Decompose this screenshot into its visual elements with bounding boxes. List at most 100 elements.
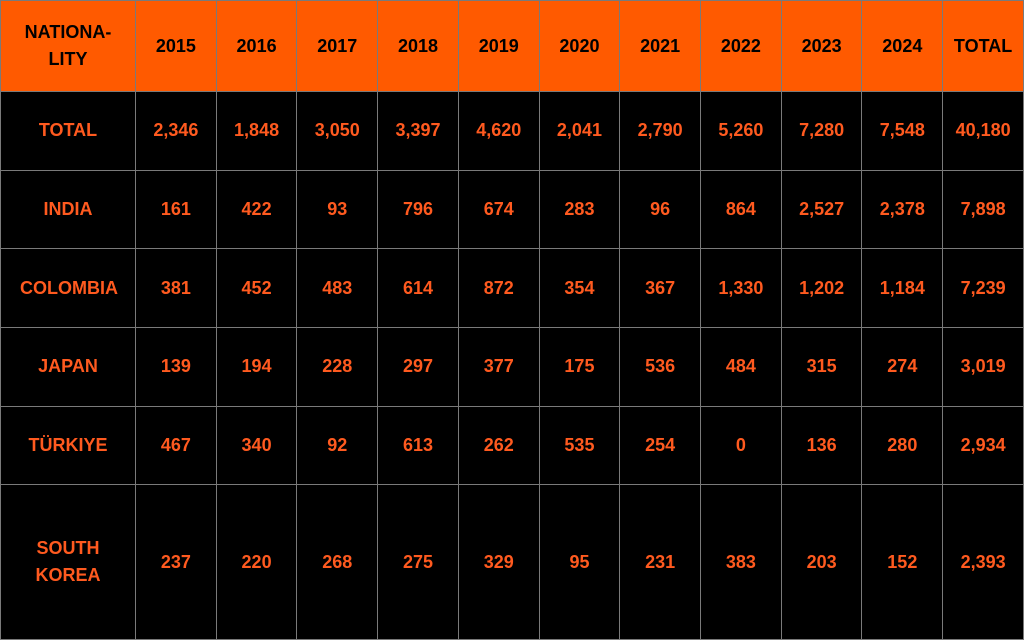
header-cell: 2018 <box>377 0 459 92</box>
cell-value: 3,397 <box>395 120 441 141</box>
value-cell: 484 <box>700 327 782 407</box>
value-cell: 7,239 <box>942 248 1024 329</box>
header-cell: 2022 <box>700 0 782 92</box>
value-cell: 422 <box>215 169 298 250</box>
cell-value: 275 <box>402 551 434 572</box>
value-cell: 237 <box>135 484 217 640</box>
value-cell: 0 <box>700 405 782 486</box>
cell-value: 536 <box>645 356 676 377</box>
cell-value: 274 <box>887 356 918 377</box>
cell-value: 2,527 <box>799 199 845 219</box>
table-row: SOUTH KOREA 237 220 268 275 329 95 231 383 203 152… <box>0 484 1024 640</box>
cell-value: 7,239 <box>960 277 1006 298</box>
value-cell: 2,378 <box>861 169 944 250</box>
header-text: 2019 <box>478 35 519 56</box>
value-cell: 315 <box>780 327 863 407</box>
cell-value: 92 <box>327 435 348 456</box>
row-label: JAPAN <box>38 356 98 377</box>
cell-value: 329 <box>483 551 514 572</box>
cell-value: 283 <box>564 199 595 219</box>
value-cell: 92 <box>296 405 379 486</box>
cell-value: 7,280 <box>799 120 845 141</box>
value-cell: 93 <box>296 169 379 250</box>
cell-value: 262 <box>483 435 514 456</box>
cell-value: 152 <box>887 551 918 572</box>
cell-value: 381 <box>160 277 191 298</box>
cell-value: 484 <box>725 356 756 377</box>
value-cell: 1,330 <box>700 248 782 329</box>
value-cell: 340 <box>215 405 298 486</box>
value-cell: 4,620 <box>457 91 540 171</box>
row-label: SOUTH KOREA <box>35 538 101 586</box>
table-row: COLOMBIA 381 452 483 614 872 354 367 1,330 1,202 1… <box>0 248 1024 329</box>
value-cell: 7,280 <box>780 91 863 171</box>
value-cell: 280 <box>861 405 944 486</box>
header-text: TOTAL <box>953 35 1013 56</box>
value-cell: 5,260 <box>700 91 782 171</box>
cell-value: 194 <box>241 356 272 377</box>
value-cell: 136 <box>780 405 863 486</box>
value-cell: 231 <box>619 484 702 640</box>
value-cell: 381 <box>135 248 217 329</box>
cell-value: 139 <box>160 356 191 377</box>
value-cell: 674 <box>457 169 540 250</box>
cell-value: 237 <box>160 551 191 572</box>
cell-value: 93 <box>327 199 348 219</box>
row-label: TOTAL <box>38 120 98 141</box>
table-row: INDIA 161 422 93 796 674 283 96 864 2,527 2,378 7,8… <box>0 169 1024 250</box>
cell-value: 254 <box>645 435 676 456</box>
cell-value: 872 <box>483 277 514 298</box>
value-cell: 3,050 <box>296 91 379 171</box>
cell-value: 2,346 <box>153 120 199 141</box>
value-cell: 796 <box>377 169 459 250</box>
row-label-cell: TÜRKIYE <box>0 405 136 486</box>
table-row: TÜRKIYE 467 340 92 613 262 535 254 0 136 280 2,934 <box>0 405 1024 486</box>
cell-value: 7,548 <box>879 120 925 141</box>
header-cell: 2019 <box>457 0 540 92</box>
value-cell: 203 <box>780 484 863 640</box>
value-cell: 194 <box>215 327 298 407</box>
cell-value: 613 <box>402 435 434 456</box>
value-cell: 1,202 <box>780 248 863 329</box>
header-text: 2020 <box>559 35 600 56</box>
cell-value: 3,019 <box>960 356 1006 377</box>
cell-value: 3,050 <box>314 120 360 141</box>
cell-value: 377 <box>483 356 514 377</box>
value-cell: 872 <box>457 248 540 329</box>
cell-value: 2,934 <box>960 435 1006 456</box>
row-label: INDIA <box>43 199 93 219</box>
header-cell: 2020 <box>538 0 621 92</box>
value-cell: 220 <box>215 484 298 640</box>
row-label-cell: TOTAL <box>0 91 136 171</box>
value-cell: 96 <box>619 169 702 250</box>
value-cell: 228 <box>296 327 379 407</box>
cell-value: 864 <box>725 199 756 219</box>
value-cell: 377 <box>457 327 540 407</box>
value-cell: 2,346 <box>135 91 217 171</box>
cell-value: 452 <box>241 277 272 298</box>
value-cell: 483 <box>296 248 379 329</box>
value-cell: 367 <box>619 248 702 329</box>
value-cell: 268 <box>296 484 379 640</box>
cell-value: 203 <box>806 551 837 572</box>
row-label: COLOMBIA <box>20 277 118 298</box>
cell-value: 220 <box>241 551 272 572</box>
cell-value: 268 <box>322 551 353 572</box>
header-cell: 2021 <box>619 0 702 92</box>
value-cell: 254 <box>619 405 702 486</box>
cell-value: 175 <box>564 356 595 377</box>
header-cell: 2024 <box>861 0 944 92</box>
value-cell: 161 <box>135 169 217 250</box>
header-row: NATIONA-LITY 2015 2016 2017 2018 2019 2020 2021… <box>0 0 1024 92</box>
cell-value: 315 <box>806 356 837 377</box>
cell-value: 0 <box>735 435 746 456</box>
value-cell: 864 <box>700 169 782 250</box>
cell-value: 367 <box>645 277 676 298</box>
cell-value: 1,330 <box>718 277 764 298</box>
header-text: NATIONA-LITY <box>24 22 112 69</box>
value-cell: 95 <box>538 484 621 640</box>
header-cell: NATIONA-LITY <box>0 0 136 92</box>
cell-value: 2,790 <box>637 120 683 141</box>
